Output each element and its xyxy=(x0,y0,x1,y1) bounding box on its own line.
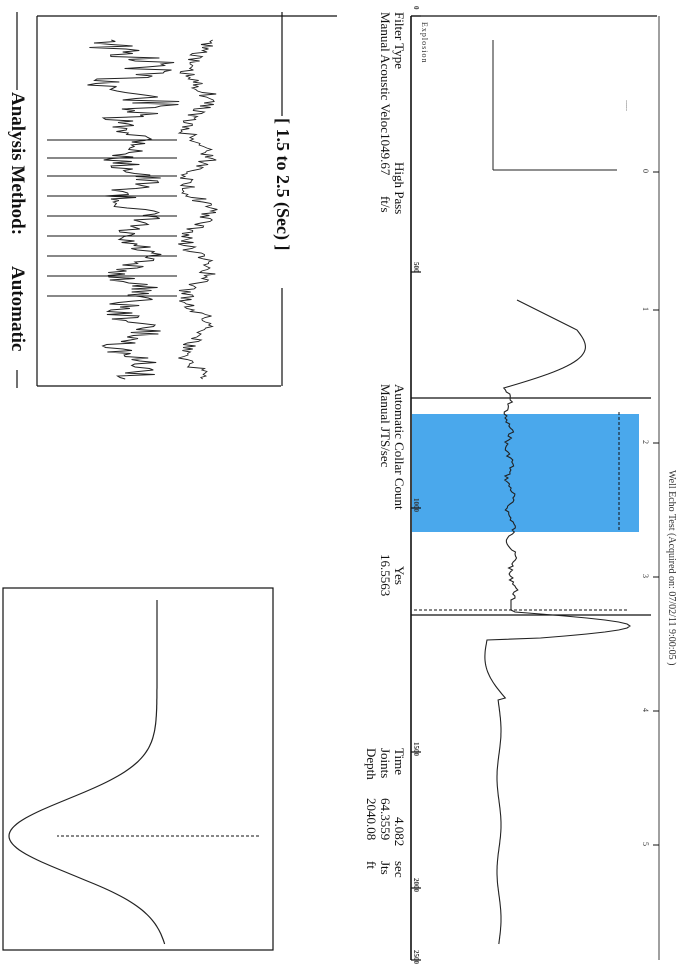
time-tick-label: 3 xyxy=(641,574,650,578)
collar-count-label: Automatic Collar Count xyxy=(392,384,407,510)
window-trace-collars xyxy=(177,39,218,380)
window-trace xyxy=(87,39,180,380)
time-tick-label: 5 xyxy=(641,842,650,846)
analysis-window-highlight xyxy=(412,414,639,532)
collar-markers xyxy=(47,139,177,297)
pulse-trace xyxy=(8,600,166,945)
filter-type-label: Filter Type xyxy=(392,12,407,69)
joints-unit: Jts xyxy=(378,861,393,875)
analysis-method-label: Analysis Method: xyxy=(7,92,28,235)
depth-tick-label: 0 xyxy=(412,6,420,10)
joints-label: Joints xyxy=(378,748,393,778)
jts-per-sec-value: 16.5563 xyxy=(378,554,393,596)
velocity-unit: ft/s xyxy=(378,196,393,213)
time-value: 4.082 xyxy=(392,817,407,846)
depth-tick-label: 1500 xyxy=(412,742,420,757)
time-axis: 0 1 2 3 4 5 xyxy=(641,169,659,846)
collar-count-value: Yes xyxy=(392,566,407,585)
pulse-panel-frame xyxy=(2,587,274,951)
parameter-block: Filter Type High Pass Manual Acoustic Ve… xyxy=(364,12,407,878)
time-tick-label: 2 xyxy=(641,440,650,444)
depth-tick-label: 1000 xyxy=(412,498,420,513)
explosion-tick-label: ~~~~ xyxy=(623,100,628,111)
depth-tick-label: 2000 xyxy=(412,878,420,893)
time-label: Time xyxy=(392,748,407,775)
analysis-method-value: Automatic xyxy=(7,266,28,351)
depth-label: Depth xyxy=(364,748,379,780)
depth-tick-label: 500 xyxy=(412,262,420,273)
depth-tick-label: 2500 xyxy=(412,950,420,965)
rotated-content: ~~~~ 0 1 2 3 4 5 0 500 1000 1500 2000 2500 Well Ec… xyxy=(2,6,677,965)
depth-value: 2040.08 xyxy=(364,798,379,840)
time-tick-label: 0 xyxy=(641,169,650,173)
joints-value: 64.3559 xyxy=(378,798,393,840)
explosion-label: Explosion xyxy=(420,22,429,63)
filter-type-value: High Pass xyxy=(392,162,407,214)
jts-per-sec-label: Manual JTS/sec xyxy=(378,384,393,468)
depth-unit: ft xyxy=(364,861,379,869)
report-header: Well Echo Test (Acquired on: 07/02/11 9:… xyxy=(666,470,677,665)
window-range-label: [ 1.5 to 2.5 (Sec) ] xyxy=(272,118,293,250)
velocity-label: Manual Acoustic Veloc1049.67 xyxy=(378,12,393,176)
time-tick-label: 4 xyxy=(641,708,650,712)
depth-axis: 0 500 1000 1500 2000 2500 xyxy=(411,6,421,965)
time-tick-label: 1 xyxy=(641,307,650,311)
time-unit: sec xyxy=(392,861,407,878)
echo-trace xyxy=(484,299,631,945)
